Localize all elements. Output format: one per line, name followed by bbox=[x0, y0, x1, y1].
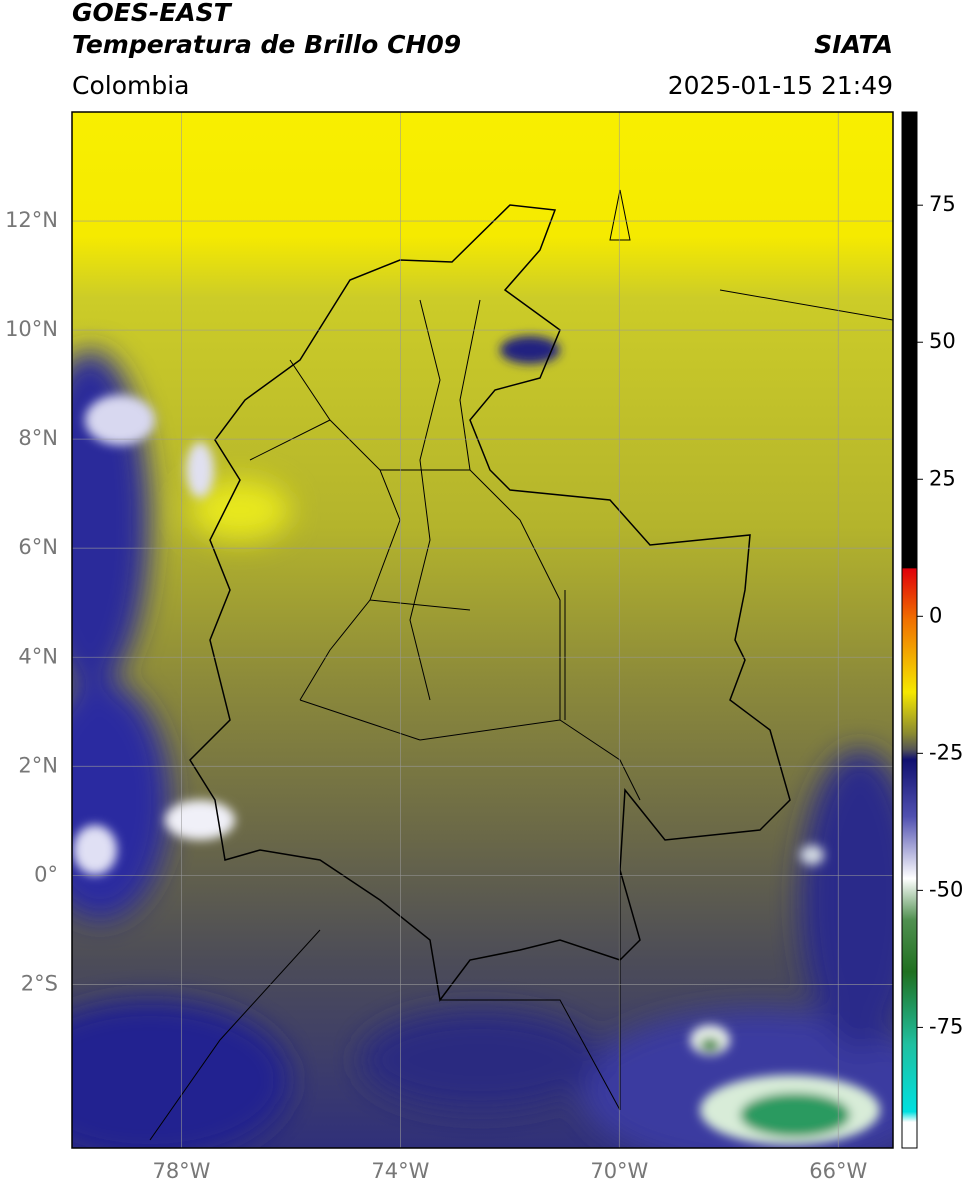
y-tick-label: 4°N bbox=[18, 644, 58, 668]
colorbar-tick-label: -50 bbox=[929, 877, 963, 901]
title: GOES-EAST bbox=[72, 0, 233, 27]
graticule bbox=[72, 112, 893, 1148]
map-frame bbox=[71, 111, 894, 1149]
x-tick-label: 78°W bbox=[152, 1159, 210, 1183]
x-tick-label: 70°W bbox=[590, 1159, 648, 1183]
colorbar-tick-label: 25 bbox=[929, 466, 956, 490]
y-tick-label: 0° bbox=[34, 862, 58, 886]
y-tick-label: 8°N bbox=[18, 426, 58, 450]
region: Colombia bbox=[72, 71, 189, 100]
source: SIATA bbox=[814, 30, 893, 59]
colorbar-tick-label: -25 bbox=[929, 740, 963, 764]
colorbar-tick-label: 50 bbox=[929, 329, 956, 353]
y-tick-label: 2°N bbox=[18, 753, 58, 777]
colorbar bbox=[901, 111, 918, 1149]
y-tick-label: 6°N bbox=[18, 535, 58, 559]
y-tick-label: 10°N bbox=[5, 317, 58, 341]
x-tick-label: 66°W bbox=[809, 1159, 867, 1183]
colorbar-tick-label: 75 bbox=[929, 192, 956, 216]
colorbar-tick-label: -75 bbox=[929, 1014, 963, 1038]
y-tick-label: 2°S bbox=[21, 971, 58, 995]
subtitle: Temperatura de Brillo CH09 bbox=[72, 30, 461, 59]
datetime: 2025-01-15 21:49 bbox=[668, 71, 893, 100]
y-tick-label: 12°N bbox=[5, 208, 58, 232]
x-tick-label: 74°W bbox=[371, 1159, 429, 1183]
colorbar-tick-label: 0 bbox=[929, 603, 942, 627]
satellite-image bbox=[72, 112, 893, 1148]
